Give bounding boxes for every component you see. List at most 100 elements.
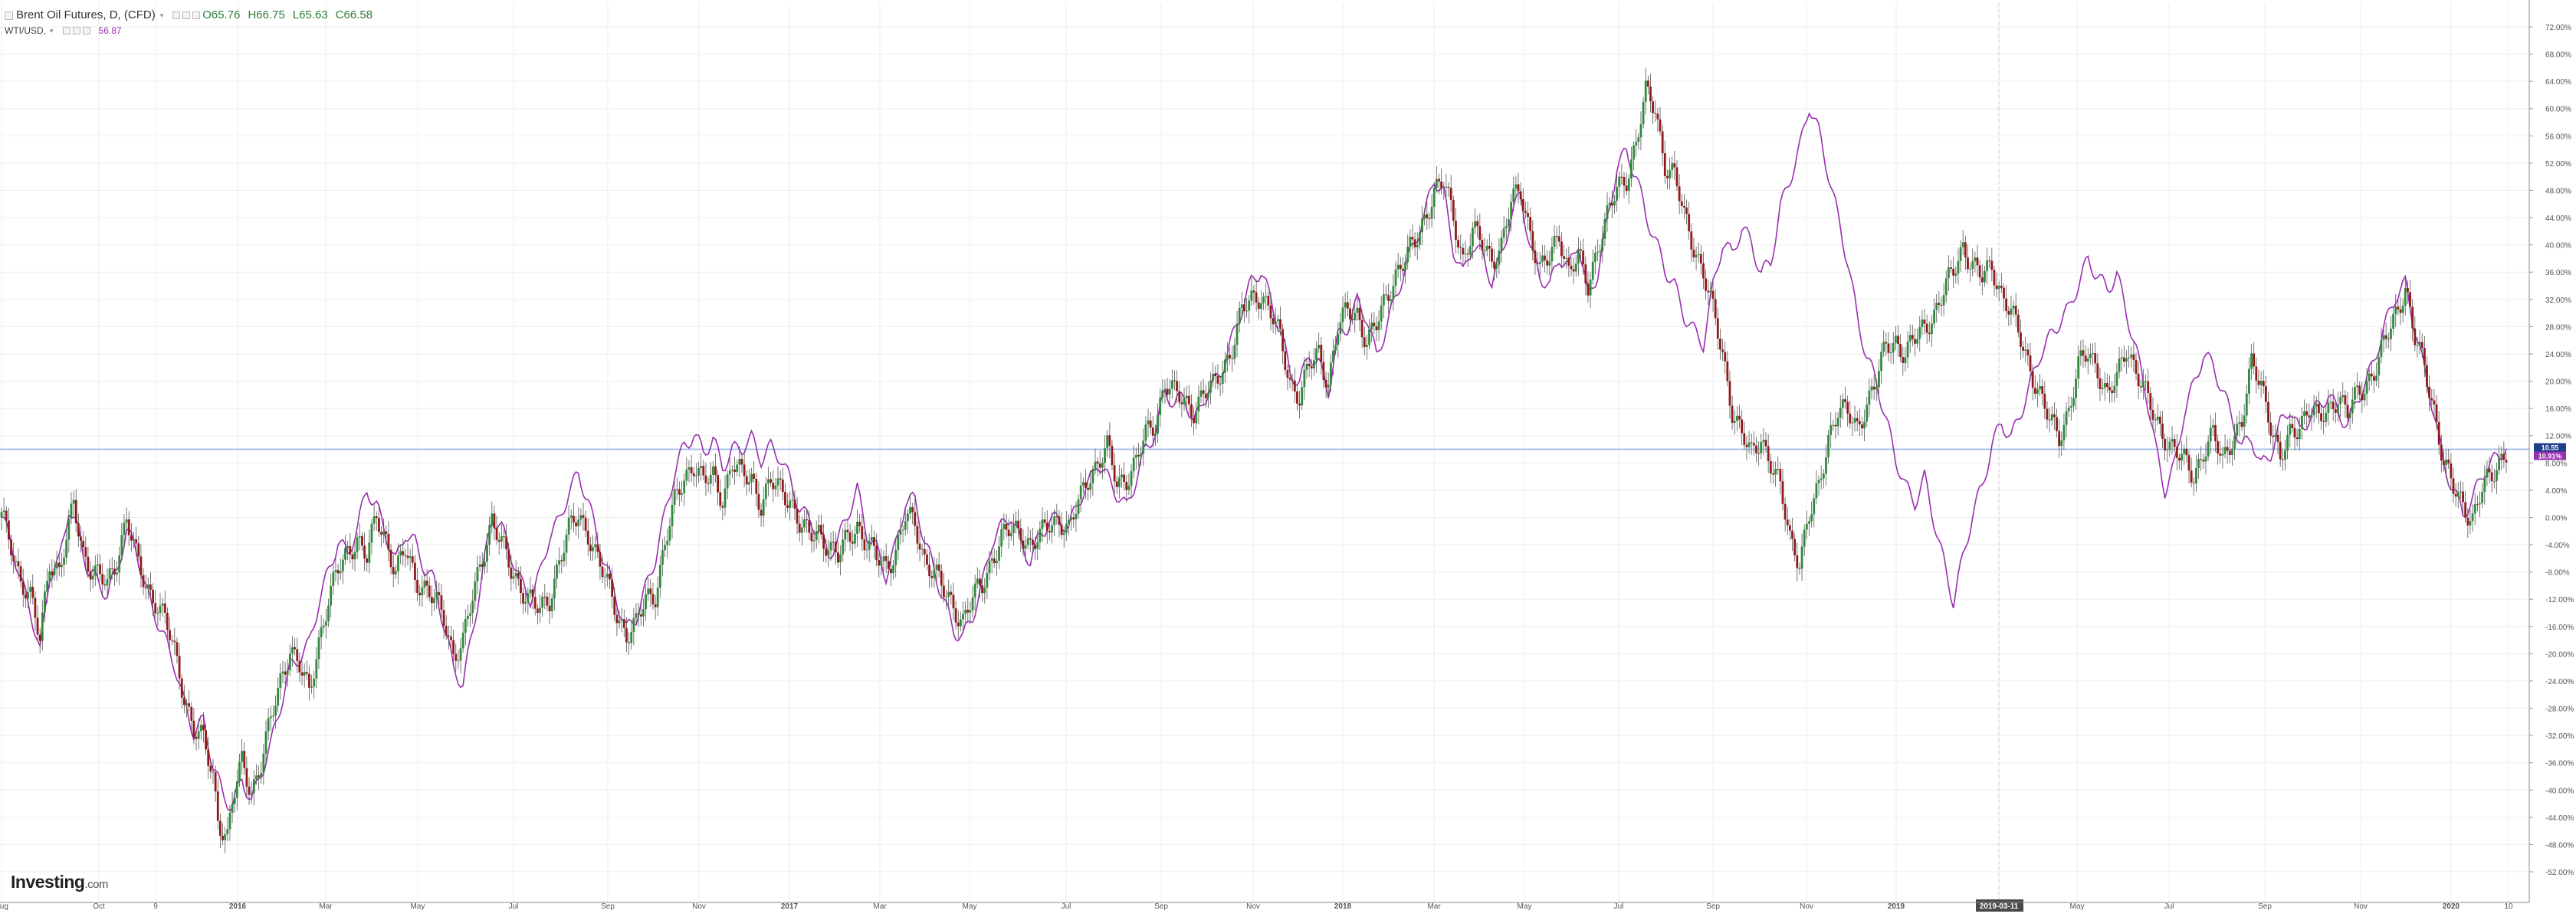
- candle-body: [2269, 422, 2272, 436]
- candle-body: [1313, 360, 1315, 368]
- candle-body: [1178, 391, 1181, 403]
- candle-body: [1260, 303, 1262, 309]
- candle-body: [510, 567, 513, 579]
- candle-body: [2310, 415, 2313, 418]
- candle-body: [1375, 326, 1378, 331]
- candle-body: [235, 781, 238, 798]
- settings-icon[interactable]: [72, 27, 80, 34]
- candle-body: [459, 648, 462, 661]
- candle-body: [772, 483, 775, 490]
- candle-body: [2464, 502, 2467, 518]
- visibility-toggle-icon[interactable]: [172, 11, 181, 19]
- candle-body: [2377, 357, 2381, 376]
- candle-body: [457, 660, 460, 662]
- candle-body: [1380, 305, 1383, 322]
- y-tick-label: 20.00%: [2545, 378, 2571, 387]
- candle-body: [2036, 389, 2039, 394]
- candle-body: [1235, 323, 1239, 346]
- candle-body: [517, 572, 520, 579]
- remove-series-icon[interactable]: [82, 27, 90, 34]
- candle-body: [930, 576, 934, 578]
- candle-body: [91, 575, 94, 580]
- y-tick-label: -16.00%: [2545, 624, 2574, 632]
- candle-body: [467, 615, 469, 619]
- candle-body: [1134, 454, 1137, 458]
- candle-body: [1252, 290, 1255, 293]
- y-tick-label: 52.00%: [2545, 160, 2571, 169]
- candle-body: [2363, 394, 2366, 401]
- candle-body: [681, 493, 683, 495]
- candle-body: [2214, 425, 2217, 441]
- candle-body: [2202, 460, 2205, 462]
- settings-icon[interactable]: [182, 11, 191, 19]
- candle-body: [2490, 472, 2493, 482]
- candle-body: [2423, 348, 2426, 365]
- candle-body: [2334, 409, 2337, 413]
- candle-body: [565, 534, 568, 553]
- candle-body: [2317, 404, 2320, 414]
- candle-body: [404, 555, 407, 556]
- candle-body: [774, 485, 777, 490]
- candle-body: [1603, 219, 1606, 239]
- candle-body: [24, 594, 27, 599]
- candle-body: [531, 589, 534, 598]
- visibility-toggle-icon[interactable]: [62, 27, 71, 34]
- chevron-down-icon[interactable]: ▾: [50, 27, 54, 34]
- candle-body: [928, 564, 931, 577]
- candle-body: [2221, 454, 2224, 456]
- candle-body: [46, 581, 48, 591]
- candle-body: [1416, 244, 1419, 247]
- candle-body: [969, 610, 972, 613]
- candle-body: [372, 516, 376, 524]
- candle-body: [1589, 279, 1592, 296]
- candle-body: [642, 609, 645, 617]
- candle-body: [2128, 357, 2131, 359]
- candle-body: [346, 545, 349, 549]
- candle-body: [815, 531, 818, 541]
- candle-body: [476, 567, 479, 582]
- candle-body: [2291, 424, 2294, 428]
- candle-body: [1233, 345, 1236, 359]
- candle-body: [1649, 86, 1652, 102]
- candle-body: [996, 560, 998, 564]
- candle-body: [1161, 390, 1164, 398]
- candle-body: [123, 522, 126, 535]
- candle-body: [897, 535, 900, 550]
- candle-body: [154, 603, 157, 614]
- candle-body: [2178, 457, 2181, 461]
- candle-body: [2007, 310, 2010, 315]
- candle-body: [1293, 380, 1296, 392]
- candle-body: [1190, 404, 1193, 418]
- candle-body: [887, 561, 890, 569]
- candle-body: [82, 540, 85, 548]
- candle-body: [2308, 415, 2311, 418]
- investing-logo[interactable]: Investing.com: [11, 872, 108, 892]
- candle-body: [505, 536, 508, 550]
- candle-body: [269, 716, 272, 719]
- candle-body: [212, 771, 215, 773]
- candle-body: [2454, 493, 2457, 497]
- candle-body: [255, 775, 258, 780]
- candle-body: [1079, 485, 1082, 499]
- candle-body: [1221, 372, 1224, 385]
- candle-body: [2305, 411, 2309, 416]
- candle-body: [2245, 393, 2248, 416]
- x-tick-label: Mar: [1427, 902, 1441, 911]
- collapse-legend-icon[interactable]: [5, 11, 13, 20]
- candle-body: [1310, 365, 1313, 368]
- candle-body: [274, 706, 277, 716]
- remove-series-icon[interactable]: [192, 11, 201, 19]
- candle-body: [317, 637, 320, 660]
- candle-body: [1373, 323, 1376, 326]
- candle-body: [1085, 482, 1087, 488]
- candle-body: [1755, 445, 1757, 454]
- candle-body: [1827, 434, 1829, 458]
- candle-body: [435, 591, 438, 598]
- candle-body: [2473, 504, 2476, 514]
- candle-body: [238, 761, 241, 782]
- candle-body: [1512, 188, 1515, 202]
- main-series-title: Brent Oil Futures, D, (CFD): [16, 8, 156, 21]
- chevron-down-icon[interactable]: ▾: [159, 11, 164, 19]
